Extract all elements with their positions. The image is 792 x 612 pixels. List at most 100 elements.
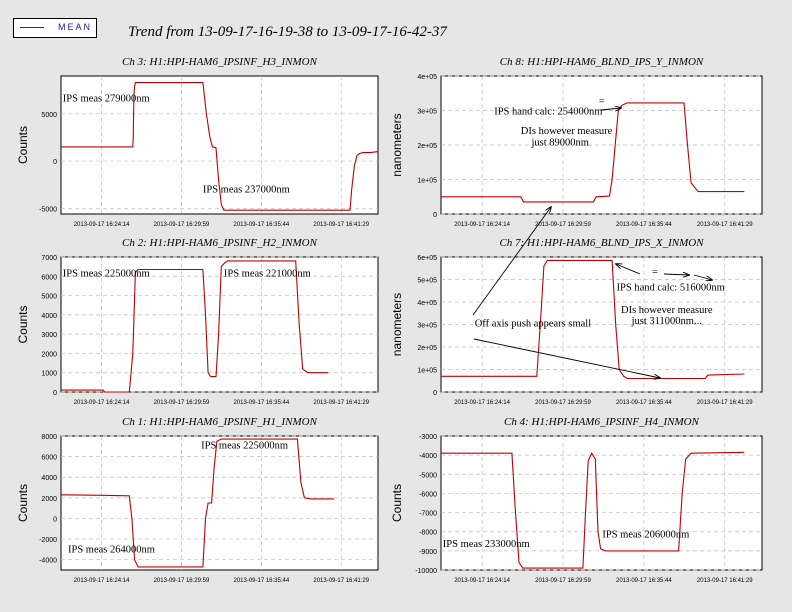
y-axis-label: nanometers <box>390 293 404 356</box>
x-tick-label: 2013-09-17 16:41:29 <box>697 578 753 584</box>
mean-series-line <box>60 438 335 568</box>
y-tick-label: 4e+05 <box>417 300 437 307</box>
annotation-text: IPS meas 206000nm <box>602 529 689 540</box>
x-tick-label: 2013-09-17 16:24:14 <box>454 400 510 406</box>
y-tick-label: 0 <box>433 390 437 397</box>
y-axis-label: Counts <box>16 305 30 343</box>
chart-panel-3: 0 1000 2000 3000 4000 5000 6000 7000 2013-09-17 … <box>16 237 379 406</box>
annotation-arrow <box>663 274 689 275</box>
mean-series-line <box>61 82 379 211</box>
plot-area <box>60 435 379 571</box>
x-tick-label: 2013-09-17 16:24:14 <box>74 400 130 406</box>
y-tick-label: 6000 <box>41 274 57 281</box>
annotation-arrow <box>616 264 641 275</box>
y-tick-label: -9000 <box>419 549 437 556</box>
y-tick-label: 4e+05 <box>417 74 437 81</box>
y-tick-label: 1e+05 <box>417 178 437 185</box>
y-tick-label: 4000 <box>41 313 57 320</box>
x-tick-label: 2013-09-17 16:35:44 <box>616 400 672 406</box>
y-tick-label: 4000 <box>41 475 57 482</box>
y-tick-label: 0 <box>53 159 57 166</box>
x-tick-label: 2013-09-17 16:35:44 <box>616 578 672 584</box>
y-tick-label: 7000 <box>41 255 57 262</box>
y-tick-label: -7000 <box>419 511 437 518</box>
y-tick-label: 2e+05 <box>417 143 437 150</box>
x-tick-label: 2013-09-17 16:29:59 <box>154 222 210 228</box>
y-axis-label: nanometers <box>390 113 404 176</box>
annotation-arrow <box>472 207 551 316</box>
equals-mark: = <box>599 96 605 107</box>
annotation-arrow <box>473 338 660 378</box>
mean-series-line <box>441 451 745 569</box>
y-tick-label: 0 <box>53 516 57 523</box>
annotation-text: IPS meas 237000nm <box>203 184 290 195</box>
chart-title: Ch 1: H1:HPI-HAM6_IPSINF_H1_INMON <box>122 416 318 428</box>
x-tick-label: 2013-09-17 16:29:59 <box>535 400 591 406</box>
annotation-text: IPS meas 221000nm <box>224 268 311 279</box>
chart-title: Ch 4: H1:HPI-HAM6_IPSINF_H4_INMON <box>504 416 700 428</box>
y-tick-label: -6000 <box>419 491 437 498</box>
y-tick-label: 5000 <box>41 112 57 119</box>
x-tick-label: 2013-09-17 16:41:29 <box>313 222 369 228</box>
x-tick-label: 2013-09-17 16:35:44 <box>616 222 672 228</box>
x-tick-label: 2013-09-17 16:41:29 <box>697 222 753 228</box>
chart-title: Ch 3: H1:HPI-HAM6_IPSINF_H3_INMON <box>122 56 318 68</box>
annotation-text: DIs however measure <box>521 126 613 137</box>
chart-panel-4: 0 1e+05 2e+05 3e+05 4e+05 5e+05 6e+05 2013-09-1… <box>390 237 763 406</box>
annotation-text: Off axis push appears small <box>475 318 592 329</box>
y-tick-label: 0 <box>433 212 437 219</box>
y-axis-label: Counts <box>16 126 30 164</box>
x-tick-label: 2013-09-17 16:24:14 <box>74 222 130 228</box>
x-tick-label: 2013-09-17 16:35:44 <box>233 222 289 228</box>
chart-panel-6: -10000 -9000 -8000 -7000 -6000 -5000 -4000 -300… <box>390 416 763 584</box>
legend: MEAN <box>13 18 97 38</box>
annotation-arrow <box>600 108 621 110</box>
y-tick-label: 2e+05 <box>417 345 437 352</box>
x-tick-label: 2013-09-17 16:29:59 <box>535 578 591 584</box>
annotation-text: IPS meas 264000nm <box>68 544 155 555</box>
x-tick-label: 2013-09-17 16:24:14 <box>74 578 130 584</box>
y-tick-label: -4000 <box>419 453 437 460</box>
chart-title: Ch 8: H1:HPI-HAM6_BLND_IPS_Y_INMON <box>500 56 704 68</box>
y-tick-label: -4000 <box>39 558 57 565</box>
annotation-text: IPS hand calc: 254000nm <box>494 107 602 118</box>
annotation-text: just 89000nm <box>530 137 588 148</box>
y-tick-label: 2000 <box>41 351 57 358</box>
y-tick-label: 8000 <box>41 434 57 441</box>
annotation-text: IPS hand calc: 516000nm <box>617 282 725 293</box>
x-tick-label: 2013-09-17 16:29:59 <box>154 578 210 584</box>
chart-panel-2: 0 1e+05 2e+05 3e+05 4e+05 2013-09-17 16:24:14… <box>390 56 763 228</box>
equals-mark: = <box>652 267 658 278</box>
y-tick-label: -5000 <box>39 206 57 213</box>
x-tick-label: 2013-09-17 16:24:14 <box>454 222 510 228</box>
annotation-text: DIs however measure <box>621 305 713 316</box>
page-title: Trend from 13-09-17-16-19-38 to 13-09-17… <box>128 24 447 40</box>
legend-line-swatch <box>20 27 44 28</box>
legend-label: MEAN <box>58 22 93 32</box>
y-tick-label: 5000 <box>41 294 57 301</box>
y-tick-label: 2000 <box>41 496 57 503</box>
x-tick-label: 2013-09-17 16:35:44 <box>233 400 289 406</box>
y-tick-label: 5e+05 <box>417 278 437 285</box>
y-tick-label: 1e+05 <box>417 368 437 375</box>
annotation-arrow <box>693 274 712 280</box>
x-tick-label: 2013-09-17 16:41:29 <box>697 400 753 406</box>
y-axis-label: Counts <box>390 484 404 522</box>
annotation-text: just 311000nm... <box>631 316 702 327</box>
y-tick-label: 6000 <box>41 455 57 462</box>
x-tick-label: 2013-09-17 16:41:29 <box>313 400 369 406</box>
y-tick-label: -8000 <box>419 530 437 537</box>
y-tick-label: -10000 <box>415 568 437 575</box>
y-tick-label: 1000 <box>41 371 57 378</box>
chart-panel-1: -5000 0 5000 2013-09-17 16:24:14 2013-09-17 … <box>16 56 379 228</box>
y-tick-label: 3e+05 <box>417 323 437 330</box>
chart-title: Ch 7: H1:HPI-HAM6_BLND_IPS_X_INMON <box>499 237 704 249</box>
x-tick-label: 2013-09-17 16:29:59 <box>154 400 210 406</box>
y-tick-label: 3000 <box>41 332 57 339</box>
x-tick-label: 2013-09-17 16:35:44 <box>233 578 289 584</box>
mean-series-line <box>441 259 745 380</box>
plot-area <box>440 435 763 571</box>
annotation-text: IPS meas 233000nm <box>443 539 530 550</box>
y-tick-label: -2000 <box>39 537 57 544</box>
